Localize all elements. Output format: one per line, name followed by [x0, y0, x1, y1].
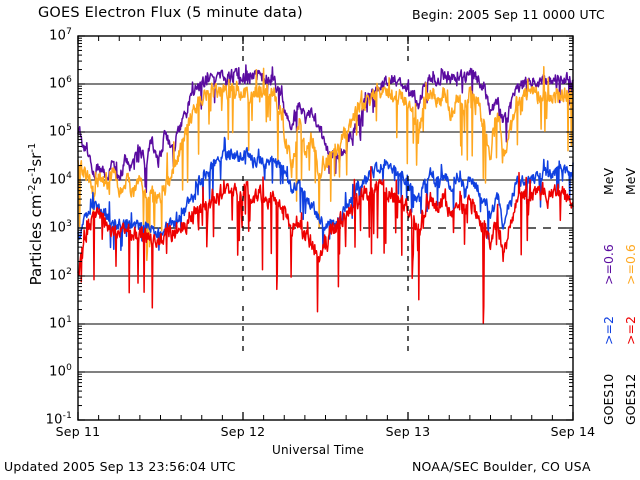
- y-tick-label: 106: [49, 75, 72, 92]
- x-tick-label: Sep 12: [220, 424, 266, 439]
- y-tick-label: 107: [49, 27, 72, 44]
- y-tick-label: 102: [49, 267, 72, 284]
- x-tick-label: Sep 11: [55, 424, 101, 439]
- credit-text: NOAA/SEC Boulder, CO USA: [412, 459, 591, 474]
- y-tick-label: 10-1: [45, 411, 72, 428]
- series-line: [77, 166, 574, 324]
- x-axis-label: Universal Time: [272, 443, 365, 457]
- series-line: [77, 64, 574, 194]
- series-line: [77, 66, 574, 262]
- series-line: [77, 136, 574, 252]
- begin-timestamp: Begin: 2005 Sep 11 0000 UTC: [412, 7, 605, 22]
- y-tick-label: 104: [49, 171, 72, 188]
- y-tick-label: 100: [49, 363, 72, 380]
- x-tick-label: Sep 14: [550, 424, 596, 439]
- updated-timestamp: Updated 2005 Sep 13 23:56:04 UTC: [4, 459, 236, 474]
- y-tick-label: 103: [49, 219, 72, 236]
- x-tick-label: Sep 13: [385, 424, 431, 439]
- page-title: GOES Electron Flux (5 minute data): [38, 5, 303, 21]
- y-tick-label: 101: [49, 315, 72, 332]
- y-tick-label: 105: [49, 123, 72, 140]
